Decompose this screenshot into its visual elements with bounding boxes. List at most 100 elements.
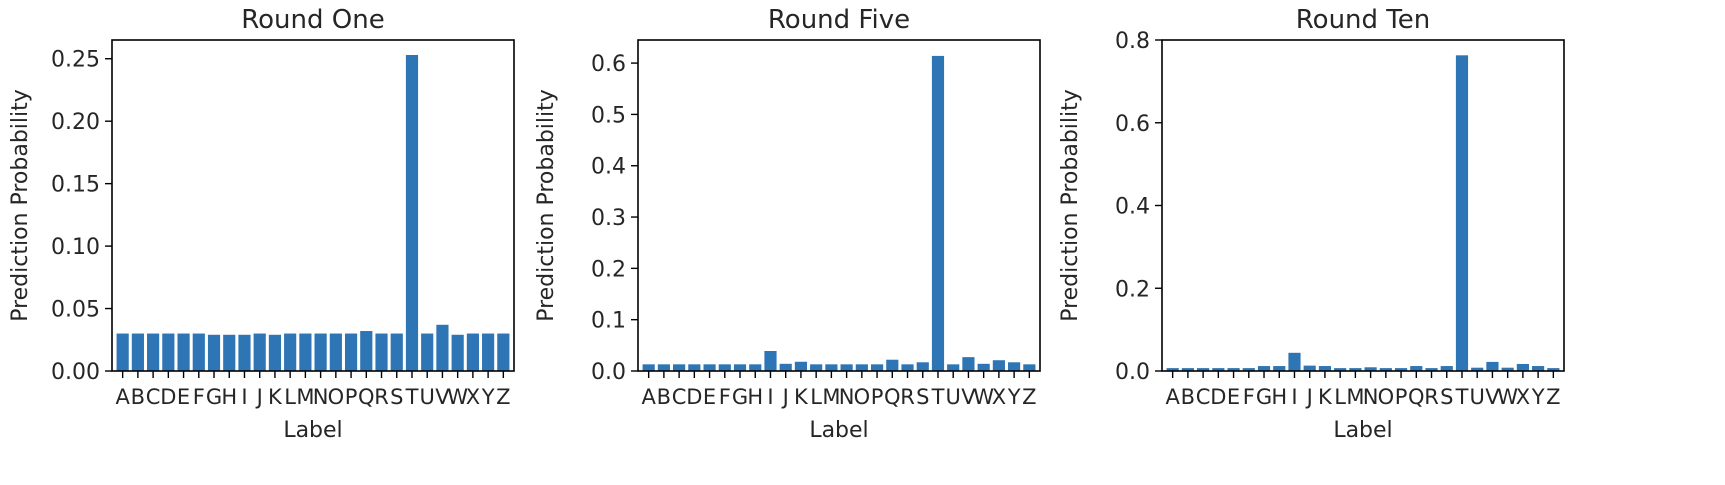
bar: [436, 324, 449, 371]
x-tick-label: D: [1210, 385, 1226, 409]
x-tick-label: E: [177, 385, 190, 409]
x-tick-label: C: [146, 385, 161, 409]
x-tick-label: L: [1334, 385, 1346, 409]
x-tick-label: F: [1243, 385, 1255, 409]
x-tick-label: S: [1440, 385, 1453, 409]
y-axis-label: Prediction Probability: [8, 89, 33, 322]
x-tick-label: B: [1181, 385, 1195, 409]
bar: [1455, 55, 1469, 372]
x-tick-label: U: [1470, 385, 1485, 409]
bar: [1288, 352, 1301, 371]
axes-frame: [1161, 39, 1565, 372]
bar: [284, 333, 297, 371]
x-tick-label: D: [686, 385, 702, 409]
bar: [1166, 368, 1179, 371]
bar: [916, 362, 929, 371]
bar: [1257, 366, 1271, 371]
x-tick-label: P: [345, 385, 358, 409]
x-tick-label: M: [296, 385, 314, 409]
x-tick-label: R: [1424, 385, 1439, 409]
bar: [1349, 368, 1362, 371]
x-tick-label: K: [794, 385, 809, 409]
bar: [810, 364, 823, 371]
y-tick-label: 0.0: [591, 360, 626, 385]
bar: [1410, 366, 1423, 371]
x-tick-label: J: [255, 385, 263, 409]
x-tick-label: A: [1165, 385, 1180, 409]
x-tick-label: E: [703, 385, 716, 409]
y-tick-label: 0.0: [1115, 360, 1150, 385]
chart-panel: 0.000.050.100.150.200.25A B C D E F G H I J K L MN O P…: [8, 5, 515, 443]
x-tick-label: M: [1346, 385, 1364, 409]
y-tick-label: 0.4: [591, 155, 626, 180]
bar: [238, 334, 251, 371]
bar: [421, 333, 434, 371]
bar: [497, 333, 510, 371]
x-axis-label: Label: [283, 418, 342, 443]
bar: [253, 333, 266, 371]
y-axis-label: Prediction Probability: [534, 89, 559, 322]
x-tick-label: W: [447, 385, 468, 409]
bar: [673, 364, 686, 371]
x-tick-label: X: [992, 385, 1006, 409]
bar: [344, 333, 358, 371]
bar: [825, 364, 838, 371]
bar: [855, 364, 868, 371]
bar: [405, 54, 419, 372]
x-tick-label: O: [854, 385, 871, 409]
bar: [1273, 366, 1286, 371]
y-tick-label: 0.5: [591, 103, 626, 128]
bar: [1501, 367, 1514, 371]
bar: [1212, 368, 1225, 371]
x-tick-label: S: [390, 385, 403, 409]
x-tick-label: K: [1318, 385, 1333, 409]
bar: [192, 333, 205, 371]
axes-frame: [637, 39, 1041, 372]
x-tick-label: L: [284, 385, 296, 409]
x-tick-label: G: [732, 385, 748, 409]
x-tick-label: N: [839, 385, 855, 409]
x-tick-label: C: [672, 385, 687, 409]
x-tick-label: Y: [1007, 385, 1021, 409]
x-tick-label: H: [221, 385, 237, 409]
bar: [207, 334, 221, 371]
chart-title: Round Five: [768, 5, 910, 35]
x-tick-label: G: [1256, 385, 1272, 409]
bar: [466, 333, 479, 371]
bar: [1303, 365, 1316, 371]
bar: [116, 333, 129, 371]
bar: [1394, 368, 1408, 371]
bar: [1008, 362, 1021, 371]
x-tick-label: R: [900, 385, 915, 409]
bar: [162, 333, 175, 371]
x-tick-label: B: [657, 385, 671, 409]
bar: [147, 333, 160, 371]
x-tick-label: W: [1497, 385, 1518, 409]
x-tick-label: R: [374, 385, 389, 409]
bar: [703, 364, 716, 371]
x-tick-label: O: [1378, 385, 1395, 409]
bar: [1425, 368, 1438, 371]
x-tick-label: J: [1305, 385, 1313, 409]
x-tick-label: G: [206, 385, 222, 409]
x-tick-label: I: [1291, 385, 1297, 409]
x-tick-label: W: [973, 385, 994, 409]
x-tick-label: A: [115, 385, 130, 409]
bar: [1334, 368, 1347, 371]
x-tick-label: X: [1516, 385, 1530, 409]
bar: [375, 333, 388, 371]
bar: [749, 364, 762, 371]
x-tick-label: J: [781, 385, 789, 409]
bar: [992, 360, 1005, 371]
x-tick-label: F: [193, 385, 205, 409]
x-tick-label: I: [767, 385, 773, 409]
x-tick-label: Q: [1408, 385, 1425, 409]
bar: [360, 331, 373, 371]
bar: [688, 364, 701, 371]
bar: [794, 361, 808, 371]
x-tick-label: Y: [481, 385, 495, 409]
bar: [931, 55, 945, 371]
chart-panel: 0.0 0.2 0.4 0.6 0.8 A B C D E F G H I J K L MN O P Q R S T U VWX Y…: [1058, 5, 1565, 443]
x-tick-label: N: [1363, 385, 1379, 409]
bar: [870, 364, 884, 371]
